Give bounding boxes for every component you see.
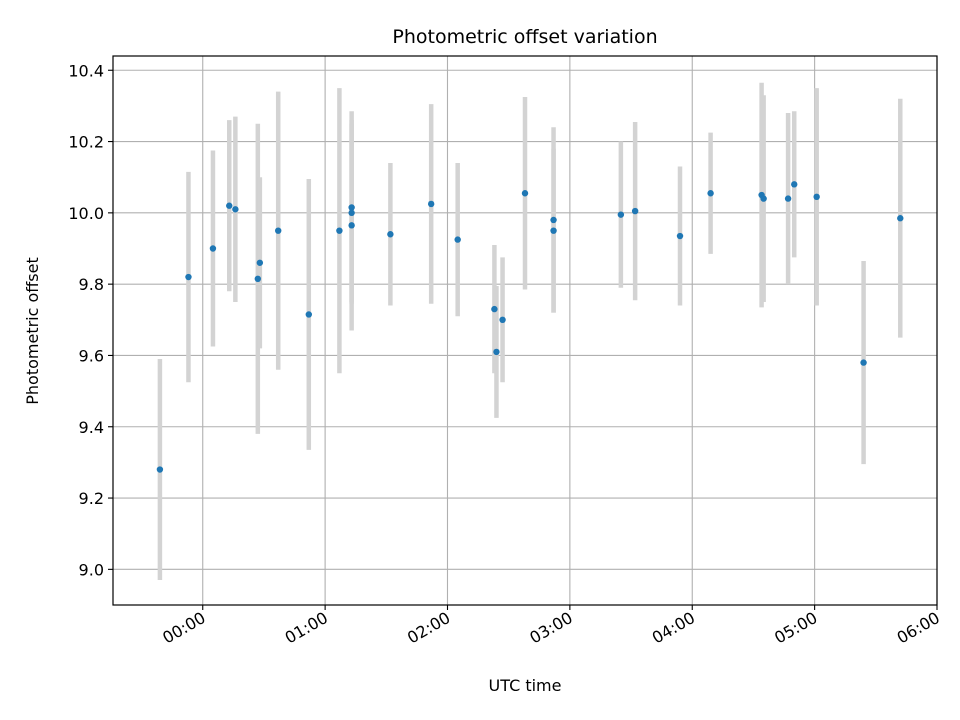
data-point — [493, 348, 500, 356]
data-point — [254, 275, 262, 283]
data-point — [387, 231, 394, 238]
data-point — [676, 232, 684, 240]
data-point — [550, 216, 557, 224]
data-point — [156, 466, 164, 473]
data-point — [499, 316, 506, 324]
data-point — [791, 181, 798, 188]
data-point — [521, 190, 529, 197]
data-point — [491, 305, 498, 313]
data-point — [427, 200, 435, 208]
data-point — [550, 227, 557, 234]
data-point — [275, 227, 282, 234]
data-point — [256, 259, 264, 266]
data-points — [156, 181, 904, 473]
data-point — [226, 202, 233, 209]
y-tick-label: 9.0 — [79, 560, 104, 579]
data-point — [707, 190, 714, 197]
y-tick-label: 9.6 — [79, 346, 104, 365]
y-tick-label: 9.8 — [79, 275, 104, 294]
data-point — [348, 209, 355, 217]
data-point — [305, 311, 313, 318]
plot-frame — [112, 55, 938, 606]
data-point — [784, 195, 792, 202]
data-point — [454, 236, 461, 243]
data-point — [232, 206, 239, 213]
y-tick-label: 10.2 — [68, 133, 104, 152]
data-point — [760, 195, 767, 202]
data-point — [348, 204, 355, 211]
data-point — [209, 245, 217, 252]
data-point — [631, 207, 639, 215]
data-point — [336, 227, 343, 234]
y-tick-label: 9.4 — [79, 418, 104, 437]
data-point — [617, 211, 625, 218]
y-axis-label: Photometric offset — [23, 257, 42, 405]
data-point — [185, 273, 192, 281]
y-tick-label: 10.4 — [68, 61, 104, 80]
y-tick-label: 10.0 — [68, 204, 104, 223]
data-point — [348, 222, 355, 229]
data-point — [897, 215, 904, 222]
data-point — [860, 359, 867, 366]
chart-title: Photometric offset variation — [392, 26, 657, 48]
y-tick-label: 9.2 — [79, 489, 104, 508]
x-axis-label: UTC time — [489, 676, 562, 695]
data-point — [813, 193, 820, 201]
